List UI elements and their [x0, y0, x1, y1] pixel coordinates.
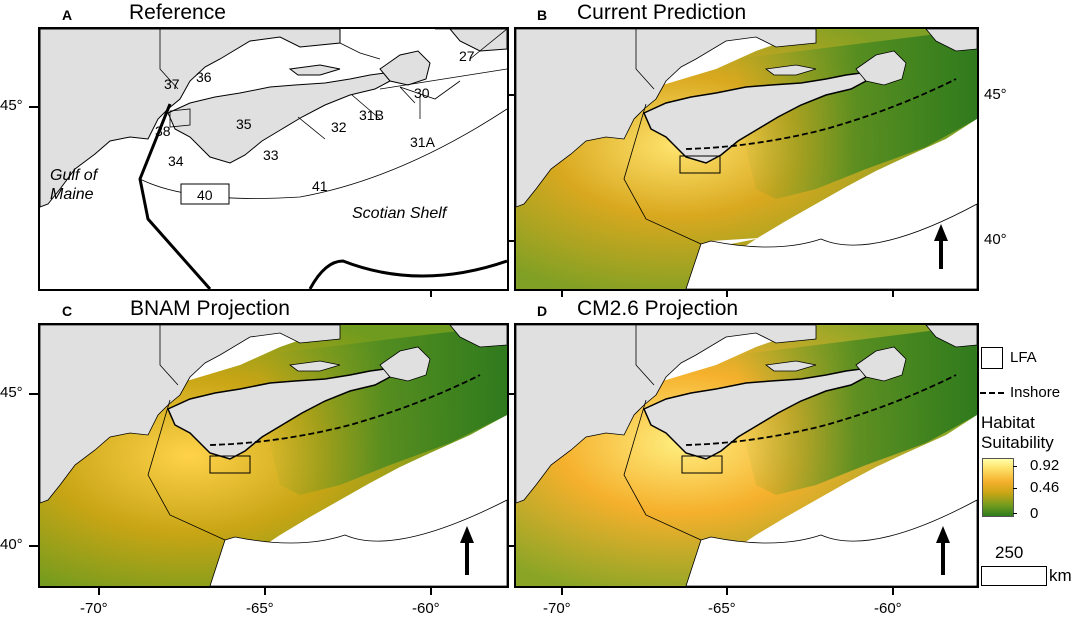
- panel-b-title: Current Prediction: [577, 1, 747, 24]
- legend-min: 0: [1030, 505, 1039, 522]
- panel-b-map: [514, 27, 979, 291]
- lon-65-label-d: -65°: [708, 600, 736, 617]
- lon-tick-d-65: [726, 588, 728, 595]
- panel-d-letter: D: [537, 303, 548, 319]
- panel-c-title: BNAM Projection: [130, 297, 290, 320]
- lon-tick-d-60: [892, 588, 894, 595]
- legend-tick-max: [1013, 466, 1017, 467]
- lat-45-label-b: 45°: [984, 86, 1007, 103]
- lfa-31a: 31A: [410, 134, 435, 150]
- legend-title-2: Suitability: [981, 433, 1054, 452]
- lat-40-label-c: 40°: [0, 536, 23, 553]
- lon-tick-d-70: [561, 588, 563, 595]
- legend-max: 0.92: [1030, 457, 1060, 474]
- lat-tick-40-c: [29, 545, 38, 547]
- panel-a-svg: [40, 29, 507, 289]
- lon-tick-b-65: [726, 291, 728, 297]
- lfa-27: 27: [459, 48, 475, 64]
- lfa-40: 40: [197, 187, 213, 203]
- panel-b-svg: [516, 29, 977, 289]
- panel-b-letter: B: [537, 7, 548, 23]
- lon-70-label-d: -70°: [543, 600, 571, 617]
- legend-tick-mid: [1013, 488, 1017, 489]
- lon-tick-c-70: [98, 588, 100, 595]
- lat-45-label-a: 45°: [0, 97, 23, 114]
- scale-bar-value: 250: [995, 543, 1024, 562]
- lat-45-label-c: 45°: [0, 384, 23, 401]
- scotian-shelf-label: Scotian Shelf: [352, 205, 447, 222]
- lat-tick-mid-45: [509, 94, 514, 96]
- lfa-36: 36: [196, 69, 212, 85]
- lon-60-label-c: -60°: [412, 600, 440, 617]
- legend-lfa-label: LFA: [1010, 349, 1037, 366]
- lat-tick-mid-40c: [509, 545, 514, 547]
- lat-tick-45-c: [29, 393, 38, 395]
- legend-mid: 0.46: [1030, 479, 1060, 496]
- lfa-35: 35: [236, 116, 252, 132]
- legend-inshore-label: Inshore: [1010, 384, 1061, 401]
- lat-tick-mid-40: [509, 240, 514, 242]
- panel-a-map: 27 30 31B 31A 32 33 34 35 36 37 38 40 41…: [38, 27, 509, 291]
- legend-tick-min: [1013, 513, 1017, 514]
- lon-tick-a-60: [430, 291, 432, 297]
- lfa-31b: 31B: [359, 107, 384, 123]
- legend-inshore-line: [980, 392, 1004, 396]
- legend-colorbar: [982, 458, 1014, 517]
- panel-d-svg: [516, 325, 977, 586]
- legend-lfa-swatch: [981, 347, 1003, 369]
- lfa-33: 33: [263, 147, 279, 163]
- lat-tick-mid-45c: [509, 393, 514, 395]
- lat-tick-45-a: [29, 106, 38, 108]
- lon-tick-b-60: [892, 291, 894, 297]
- lfa-41: 41: [312, 178, 328, 194]
- lon-70-label-c: -70°: [80, 600, 108, 617]
- scale-bar-unit: km: [1049, 566, 1072, 585]
- lon-tick-c-65: [264, 588, 266, 595]
- panel-c-svg: [40, 325, 507, 586]
- lon-tick-c-60: [430, 588, 432, 595]
- lfa-37: 37: [164, 76, 180, 92]
- panel-a-letter: A: [62, 7, 73, 23]
- lfa-38: 38: [155, 123, 171, 139]
- lfa-32: 32: [331, 119, 347, 135]
- lfa-34: 34: [168, 153, 184, 169]
- lon-tick-b-70: [561, 291, 563, 297]
- panel-d-map: [514, 323, 979, 588]
- gulf-of-maine-label: Gulf of Maine: [50, 167, 98, 203]
- legend-title-1: Habitat: [981, 413, 1035, 432]
- lon-65-label-c: -65°: [246, 600, 274, 617]
- lfa-30: 30: [414, 85, 430, 101]
- panel-c-letter: C: [62, 303, 73, 319]
- lat-40-label-b: 40°: [984, 231, 1007, 248]
- lon-60-label-d: -60°: [874, 600, 902, 617]
- scale-bar: [981, 566, 1047, 586]
- panel-d-title: CM2.6 Projection: [577, 297, 739, 320]
- panel-a-title: Reference: [129, 1, 226, 24]
- panel-c-map: [38, 323, 509, 588]
